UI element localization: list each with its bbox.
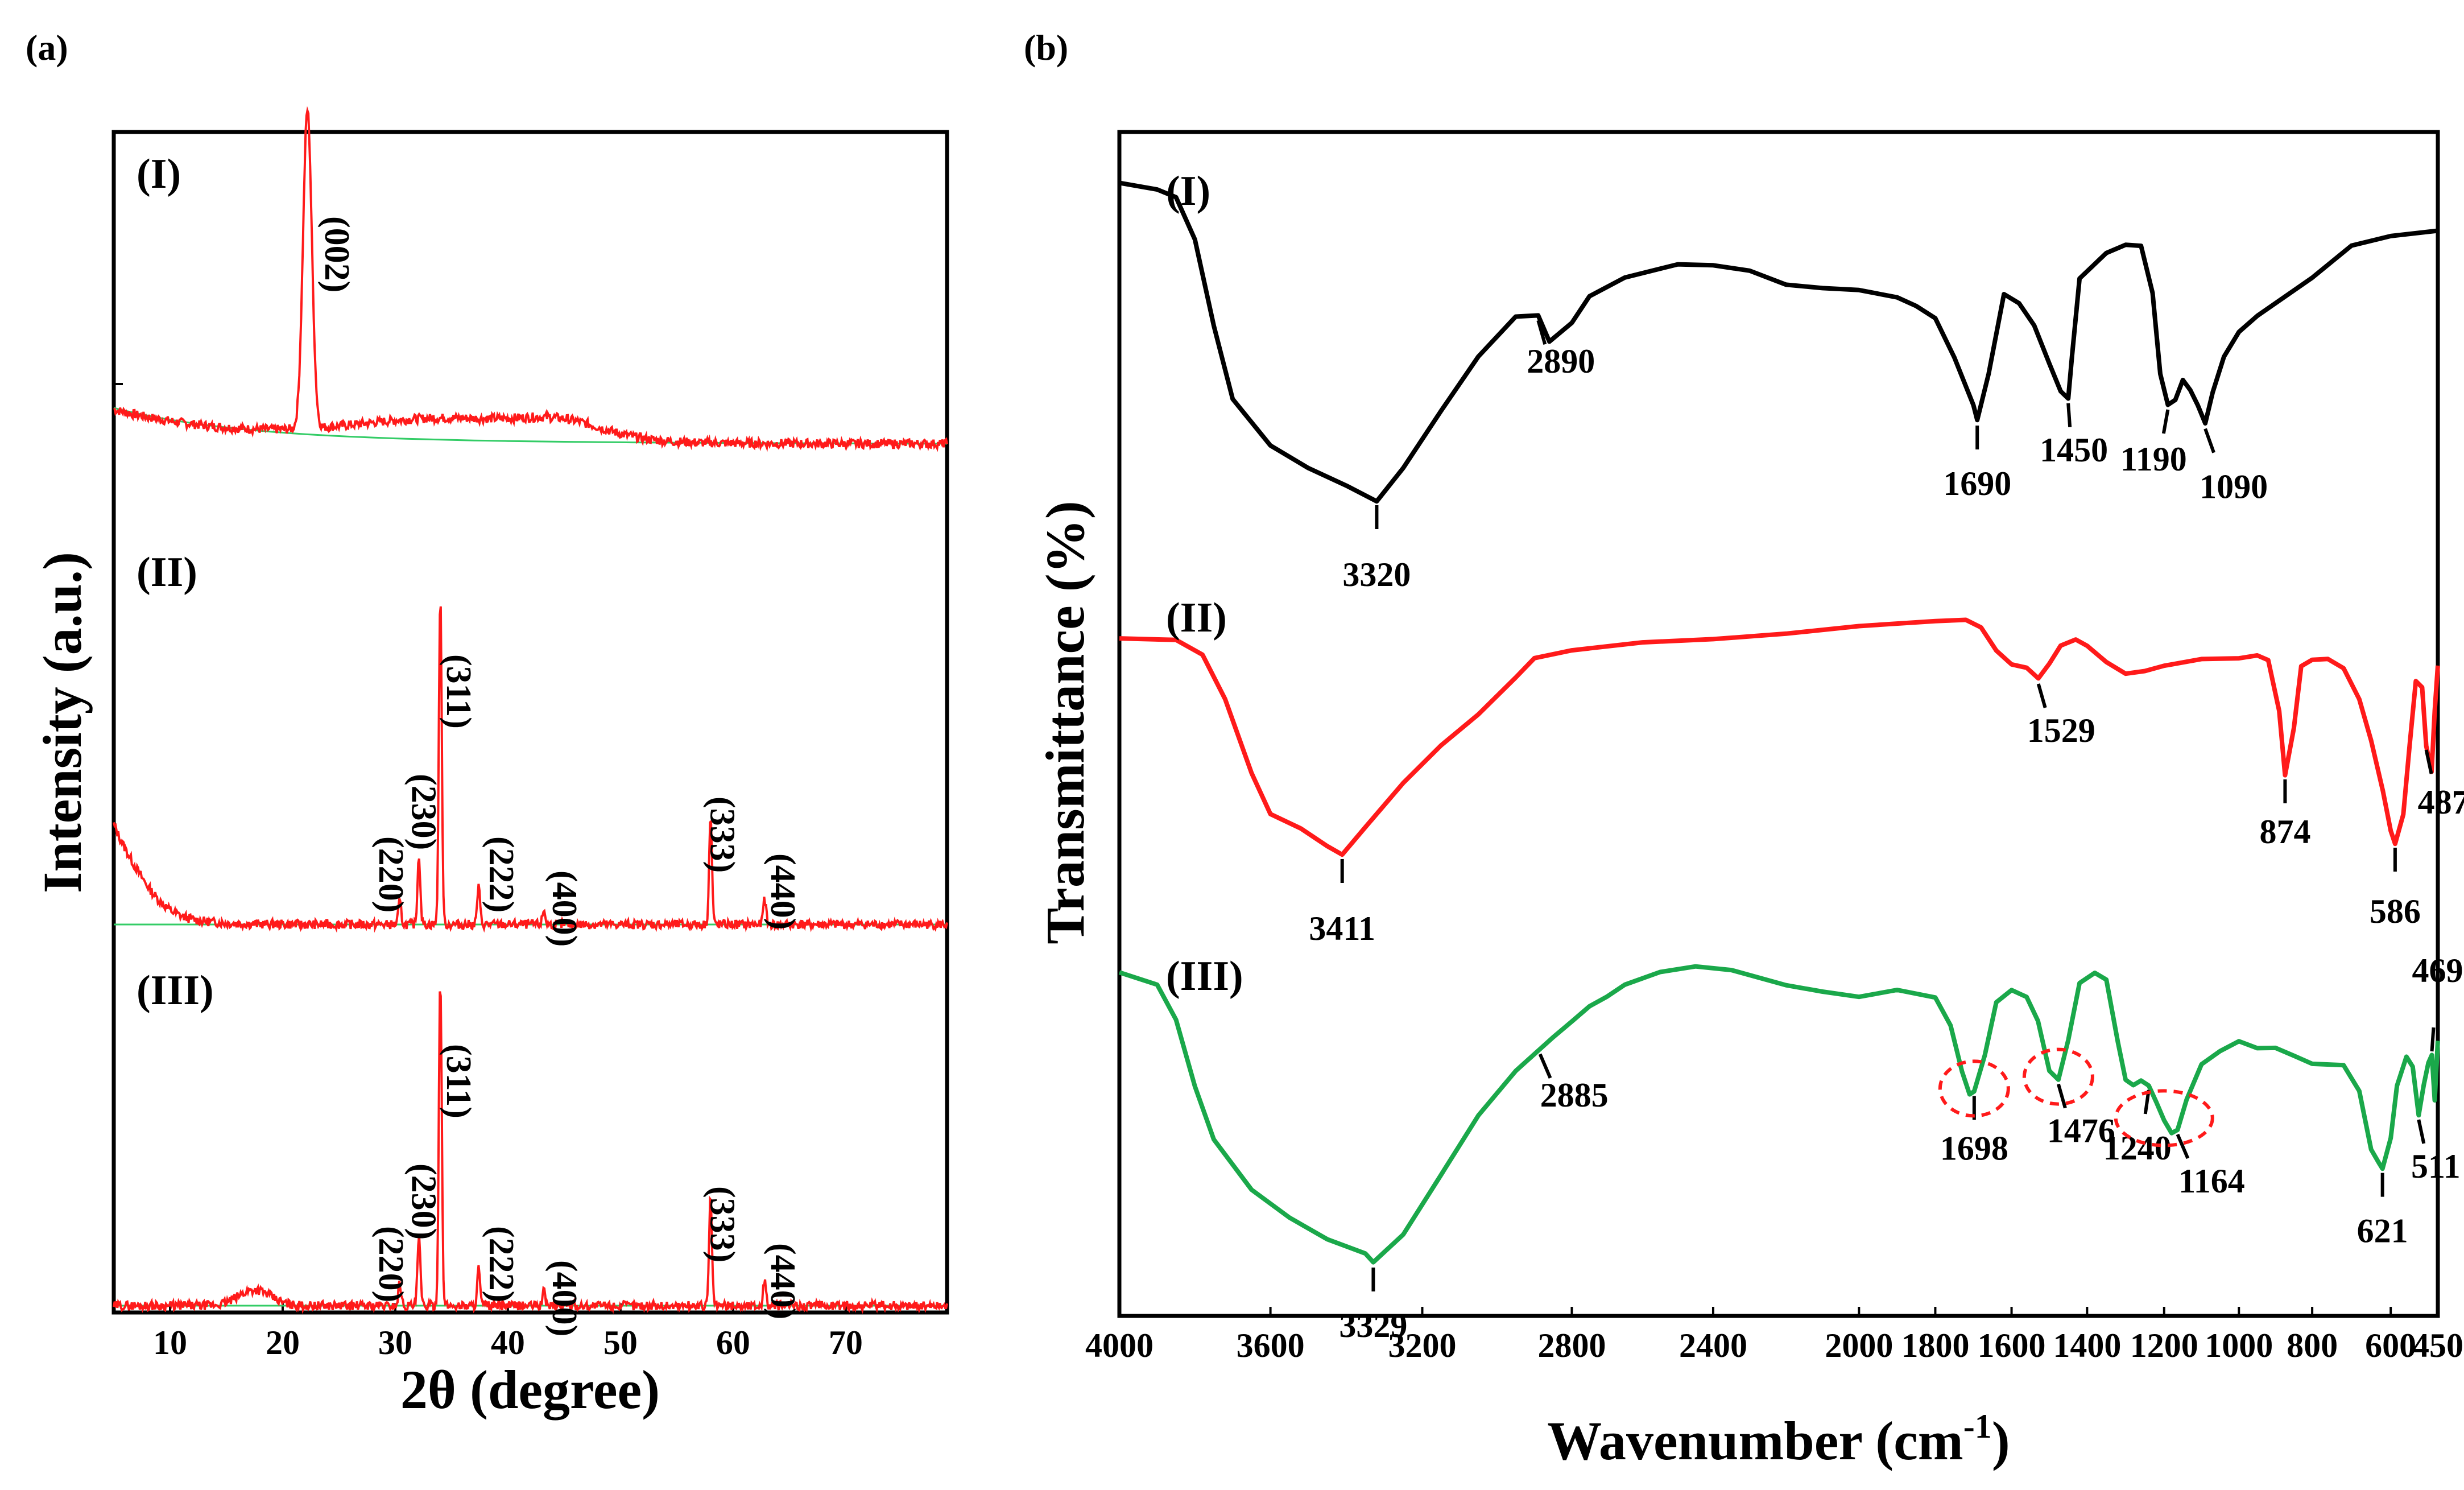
xrd-x-tick-label: 40 (491, 1324, 525, 1361)
xrd-peak-label: (220) (371, 836, 410, 913)
xrd-x-axis-title: 2θ (degree) (400, 1359, 660, 1420)
ftir-x-tick-label: 450 (2412, 1327, 2463, 1364)
xrd-x-tick-label: 30 (378, 1324, 412, 1361)
ftir-peak-label: 2885 (1540, 1076, 1609, 1114)
xrd-peak-label: (222) (482, 1226, 520, 1302)
panel-b-label: (b) (1024, 27, 1068, 68)
xrd-x-tick-label: 60 (716, 1324, 750, 1361)
ftir-x-tick-label: 1000 (2205, 1327, 2273, 1364)
ftir-peak-label: 874 (2259, 813, 2310, 851)
xrd-series-label: (II) (137, 549, 197, 596)
xrd-y-axis-title: Intensity (a.u.) (32, 552, 93, 893)
ftir-peak-label: 1476 (2047, 1112, 2115, 1150)
ftir-peak-marker (2176, 1133, 2190, 1159)
ftir-x-axis-title: Wavenumber (cm-1) (1547, 1408, 2010, 1471)
xrd-peak-label: (333) (702, 1186, 741, 1262)
ftir-peak-label: 586 (2370, 893, 2421, 930)
ftir-x-tick-label: 1800 (1901, 1327, 1969, 1364)
ftir-x-tick-label: 3600 (1237, 1327, 1305, 1364)
ftir-curve (1118, 964, 2440, 1265)
ftir-series-label: (II) (1166, 595, 1227, 641)
xrd-x-tick-label: 10 (153, 1324, 187, 1361)
ftir-peak-marker (1536, 320, 1547, 345)
ftir-x-axis-title-end: ) (1992, 1410, 2010, 1471)
ftir-peak-label: 1190 (2120, 440, 2187, 478)
xrd-curve (113, 106, 948, 452)
ftir-peak-marker (2036, 683, 2047, 708)
xrd-series-label: (I) (137, 151, 181, 197)
xrd-peak-label: (230) (404, 774, 443, 850)
xrd-x-tick-label: 50 (603, 1324, 638, 1361)
ftir-peak-marker (2430, 1027, 2436, 1052)
ftir-x-axis-title-main: Wavenumber (cm (1547, 1410, 1963, 1471)
ftir-series-label: (III) (1166, 953, 1243, 1000)
xrd-peak-label: (333) (702, 796, 741, 873)
panel-a-label: (a) (26, 27, 68, 68)
ftir-peak-marker (1538, 1053, 1552, 1079)
ftir-peak-label: 3320 (1342, 556, 1411, 593)
xrd-peak-label: (440) (763, 853, 802, 930)
ftir-x-axis-title-sup: -1 (1963, 1408, 1992, 1445)
ftir-highlight-circle (2114, 1089, 2214, 1148)
ftir-peak-marker (2066, 403, 2072, 428)
ftir-peak-label: 1240 (2103, 1129, 2172, 1167)
ftir-x-tick-label: 1400 (2053, 1327, 2121, 1364)
xrd-peak-label: (230) (404, 1163, 443, 1240)
xrd-peak-label: (400) (545, 1260, 584, 1336)
ftir-plot-frame (1117, 130, 2440, 1318)
ftir-peak-label: 3329 (1339, 1307, 1407, 1344)
ftir-x-tick-label: 600 (2365, 1327, 2416, 1364)
ftir-x-tick-label: 2800 (1537, 1327, 1606, 1364)
ftir-curve (1119, 180, 2438, 504)
ftir-peak-label: 487 (2418, 783, 2464, 821)
ftir-peak-label: 469 (2412, 952, 2463, 989)
xrd-peak-label: (440) (763, 1243, 802, 1319)
ftir-peak-marker (2057, 1083, 2067, 1109)
ftir-x-tick-label: 2000 (1825, 1327, 1893, 1364)
ftir-peak-marker (2161, 409, 2170, 434)
ftir-peak-label: 1164 (2178, 1162, 2245, 1200)
ftir-x-ticks: 4000 3600 3200 2800 2400 2000 1800 1600 1400 1200… (1085, 1307, 2463, 1364)
ftir-y-axis-title: Transmittance (%) (1035, 501, 1095, 944)
ftir-peak-label: 1090 (2200, 468, 2268, 506)
ftir-x-tick-label: 1600 (1978, 1327, 2046, 1364)
xrd-plot-frame (111, 130, 949, 1315)
ftir-x-tick-label: 2400 (1679, 1327, 1747, 1364)
ftir-series: (I) 3320 2890 1690 1450 1190 1090 (II) 3411 1529 8… (1118, 168, 2464, 1344)
ftir-peak-marker (2424, 749, 2433, 774)
xrd-peak-label: (311) (439, 1044, 478, 1118)
ftir-x-tick-label: 3200 (1388, 1327, 1456, 1364)
ftir-x-tick-label: 4000 (1085, 1327, 1154, 1364)
xrd-curve (113, 606, 948, 933)
ftir-peak-label: 511 (2411, 1148, 2461, 1185)
xrd-peak-label: (220) (371, 1226, 410, 1302)
ftir-peak-label: 1690 (1943, 465, 2011, 502)
ftir-highlight-circle (2022, 1047, 2094, 1106)
ftir-peak-label: 3411 (1309, 910, 1375, 947)
ftir-peak-label: 1450 (2040, 431, 2108, 469)
xrd-peak-label: (400) (545, 870, 584, 947)
xrd-x-tick-label: 20 (266, 1324, 300, 1361)
ftir-series-label: (I) (1166, 168, 1210, 214)
xrd-peak-label: (222) (482, 836, 520, 913)
ftir-peak-marker (2203, 428, 2215, 453)
ftir-peak-label: 2890 (1527, 342, 1595, 380)
ftir-peak-label: 1698 (1940, 1129, 2008, 1167)
xrd-x-tick-label: 70 (829, 1324, 863, 1361)
ftir-peak-label: 621 (2357, 1212, 2408, 1250)
ftir-highlight-circle (1938, 1059, 2010, 1118)
xrd-series-label: (III) (137, 967, 214, 1014)
ftir-x-tick-label: 800 (2287, 1327, 2338, 1364)
ftir-curve (1119, 617, 2440, 857)
xrd-peak-label: (311) (439, 654, 478, 729)
xrd-peak-label: (002) (317, 216, 356, 292)
ftir-peak-marker (2417, 1119, 2426, 1144)
ftir-peak-label: 1529 (2027, 712, 2095, 749)
xrd-curve (113, 991, 948, 1314)
ftir-x-tick-label: 1200 (2130, 1327, 2198, 1364)
xrd-series: (I)(002)(II)(220)(230)(311)(222) (400)(33… (113, 106, 948, 1336)
